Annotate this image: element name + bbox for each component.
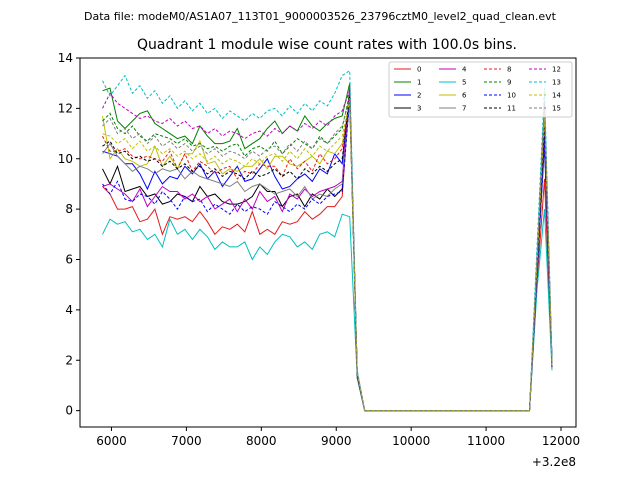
legend-label-5: 5 (462, 79, 466, 87)
legend-label-8: 8 (507, 66, 511, 74)
y-tick-label: 12 (58, 101, 73, 115)
x-tick-label: 6000 (96, 434, 127, 448)
x-tick-label: 12000 (542, 434, 580, 448)
legend-label-2: 2 (417, 92, 421, 100)
series-line-3 (102, 88, 553, 412)
y-tick-label: 8 (65, 202, 73, 216)
x-axis-offset-label: +3.2e8 (532, 455, 576, 469)
legend-label-14: 14 (552, 92, 561, 100)
legend-label-3: 3 (417, 105, 421, 113)
chart-title: Quadrant 1 module wise count rates with … (137, 37, 517, 53)
chart-suptitle: Data file: modeM0/AS1A07_113T01_90000035… (84, 10, 557, 23)
plot-lines (102, 69, 553, 412)
series-line-4 (102, 85, 553, 412)
y-tick-label: 0 (65, 404, 73, 418)
legend-label-7: 7 (462, 105, 466, 113)
x-tick-label: 11000 (467, 434, 505, 448)
series-line-1 (102, 83, 553, 412)
x-tick-label: 10000 (392, 434, 430, 448)
y-tick-label: 6 (65, 253, 73, 267)
y-tick-label: 2 (65, 353, 73, 367)
series-line-13 (102, 69, 553, 412)
legend-label-6: 6 (462, 92, 467, 100)
series-line-10 (102, 98, 553, 412)
series-line-7 (102, 100, 553, 412)
series-line-11 (102, 95, 553, 412)
x-axis: 6000 7000 8000 9000 10000 11000 12000 (96, 427, 580, 448)
x-tick-label: 9000 (321, 434, 352, 448)
legend-label-12: 12 (552, 66, 561, 74)
legend-box (388, 61, 573, 118)
legend-label-4: 4 (462, 66, 467, 74)
series-line-14 (102, 100, 553, 412)
y-tick-label: 10 (58, 152, 73, 166)
legend-label-11: 11 (507, 105, 516, 113)
series-line-15 (102, 98, 553, 412)
y-tick-label: 4 (65, 303, 73, 317)
legend-label-15: 15 (552, 105, 561, 113)
axes-frame (79, 57, 577, 428)
legend-label-10: 10 (507, 92, 516, 100)
legend-label-13: 13 (552, 79, 561, 87)
legend-label-9: 9 (507, 79, 511, 87)
legend-label-1: 1 (417, 79, 421, 87)
series-line-12 (102, 90, 553, 412)
legend-label-0: 0 (417, 66, 421, 74)
y-axis: 0 2 4 6 8 10 12 14 (58, 51, 80, 418)
y-tick-label: 14 (58, 51, 73, 65)
series-line-5 (102, 209, 553, 412)
x-tick-label: 8000 (246, 434, 277, 448)
series-line-8 (102, 95, 553, 412)
x-tick-label: 7000 (171, 434, 202, 448)
